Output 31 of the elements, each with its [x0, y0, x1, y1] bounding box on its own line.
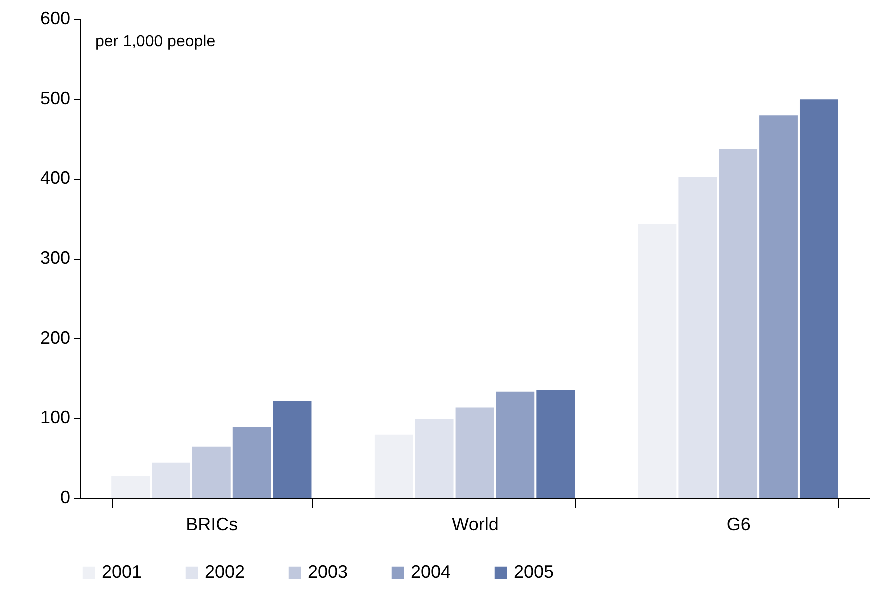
y-tick-label: 600 [40, 8, 70, 28]
bar [273, 401, 312, 498]
x-tick-label: World [452, 514, 499, 534]
y-tick-label: 100 [40, 408, 70, 428]
bar [192, 446, 231, 498]
bar [536, 390, 576, 498]
bar [112, 476, 150, 498]
legend-label: 2005 [514, 562, 554, 582]
bar [415, 418, 454, 498]
bar [496, 392, 535, 498]
y-tick-label: 0 [60, 488, 70, 508]
bar [760, 116, 798, 498]
y-tick-label: 500 [40, 88, 70, 108]
bar [374, 434, 414, 498]
legend-label: 2003 [308, 562, 348, 582]
y-axis-title: per 1,000 people [96, 34, 216, 50]
bar [456, 408, 494, 498]
x-tick-label: BRICs [186, 514, 238, 534]
legend-label: 2002 [205, 562, 246, 582]
legend-label: 2001 [102, 562, 142, 582]
x-tick-label: G6 [726, 514, 751, 534]
legend-label: 2004 [411, 562, 452, 582]
y-tick-label: 300 [40, 248, 70, 268]
bar [638, 224, 677, 498]
bar [678, 177, 718, 498]
bar [800, 100, 838, 498]
bar [719, 149, 758, 498]
bar [152, 462, 190, 498]
bar [232, 426, 272, 498]
y-tick-label: 400 [40, 168, 70, 188]
y-tick-label: 200 [40, 328, 70, 348]
